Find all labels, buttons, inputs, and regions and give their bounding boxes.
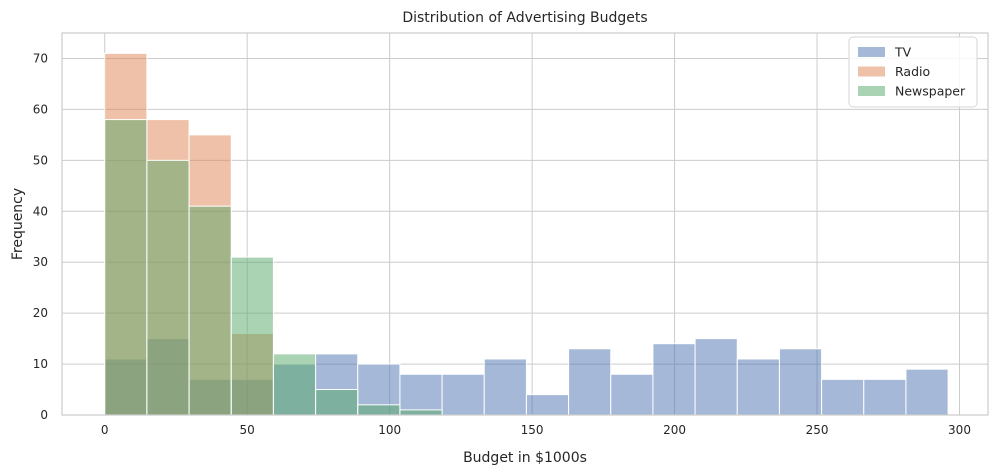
x-tick-label: 250 [806, 423, 829, 437]
bar-tv [778, 348, 823, 416]
bar-tv [736, 358, 780, 416]
legend: TV Radio Newspaper [848, 36, 978, 108]
legend-label-radio: Radio [895, 64, 930, 79]
ticks-layer: 0 50 100 150 200 250 300 0 10 20 30 40 50 60 70 [33, 51, 971, 437]
bar-tv [483, 358, 527, 416]
bar-newspaper [188, 205, 232, 416]
chart-title: Distribution of Advertising Budgets [402, 10, 647, 26]
y-tick-label: 60 [33, 102, 48, 116]
bar-newspaper [146, 159, 190, 416]
y-tick-label: 10 [33, 357, 48, 371]
bar-tv [525, 394, 570, 416]
plot-frame [61, 32, 989, 416]
bar-tv [610, 373, 654, 416]
x-tick-label: 150 [521, 423, 544, 437]
x-tick-label: 100 [378, 423, 401, 437]
legend-swatch-radio [858, 66, 885, 77]
bar-tv [441, 373, 485, 416]
y-axis-label: Frequency [10, 188, 26, 260]
y-tick-label: 70 [33, 51, 48, 65]
y-tick-label: 20 [33, 306, 48, 320]
bar-tv [821, 378, 865, 416]
bar-tv [399, 373, 443, 416]
x-tick-label: 0 [101, 423, 109, 437]
y-tick-label: 0 [40, 408, 48, 422]
bar-newspaper [272, 353, 317, 416]
x-tick-label: 200 [663, 423, 686, 437]
bar-tv [652, 343, 696, 416]
legend-label-tv: TV [894, 45, 912, 60]
bar-tv [694, 338, 738, 416]
y-tick-label: 40 [33, 204, 48, 218]
x-tick-label: 300 [948, 423, 971, 437]
bar-newspaper [230, 256, 274, 416]
x-tick-label: 50 [240, 423, 255, 437]
y-tick-label: 30 [33, 255, 48, 269]
series-newspaper-bars [104, 119, 443, 416]
legend-label-newspaper: Newspaper [895, 84, 966, 99]
bar-newspaper [357, 404, 401, 416]
x-axis-label: Budget in $1000s [463, 450, 587, 466]
legend-swatch-tv [858, 47, 885, 57]
bars-layer [104, 52, 949, 416]
bar-newspaper [399, 409, 443, 416]
y-tick-label: 50 [33, 153, 48, 167]
bar-tv [863, 378, 907, 416]
legend-swatch-newspaper [858, 86, 885, 96]
bar-newspaper [315, 389, 359, 416]
bar-tv [568, 348, 612, 416]
bar-newspaper [104, 119, 148, 416]
bar-tv [905, 368, 949, 416]
